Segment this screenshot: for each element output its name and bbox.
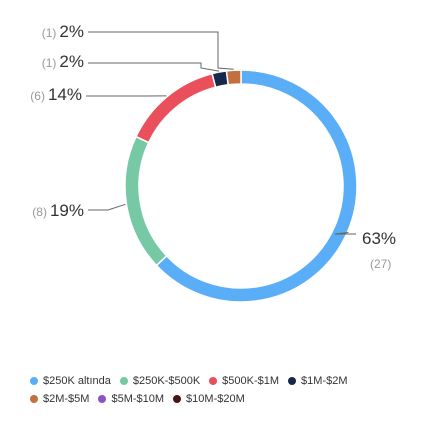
chart-legend: $250K altında $250K-$500K $500K-$1M $1M-$2M… xyxy=(30,372,440,408)
count-label-500k-1m: (6) xyxy=(30,89,45,103)
leader-line-1m-2m xyxy=(88,62,220,72)
legend-item-5m-10m[interactable]: $5M-$10M xyxy=(98,390,164,408)
legend-item-2m-5m[interactable]: $2M-$5M xyxy=(30,390,89,408)
legend-dot-icon xyxy=(173,395,182,403)
legend-label: $5M-$10M xyxy=(111,393,165,405)
legend-item-250k-500k[interactable]: $250K-$500K xyxy=(119,372,201,390)
leader-line-250k-500k xyxy=(88,203,126,211)
data-label-250k-alt-nda: 63% xyxy=(362,229,396,248)
leader-line-2m-5m xyxy=(88,31,234,70)
legend-label: $250K-$500K xyxy=(132,375,201,387)
legend-item-250k-alt-nda[interactable]: $250K altında xyxy=(30,372,111,390)
legend-dot-icon xyxy=(119,377,128,385)
legend-row: $250K altında $250K-$500K $500K-$1M $1M-$2M xyxy=(30,372,440,390)
count-label-250k-alt-nda: (27) xyxy=(370,257,391,271)
count-label-1m-2m: (1) xyxy=(42,56,57,70)
slice-250k-alt-nda[interactable] xyxy=(155,69,358,303)
legend-item-500k-1m[interactable]: $500K-$1M xyxy=(209,372,279,390)
slice-500k-1m[interactable] xyxy=(135,72,217,144)
legend-item-1m-2m[interactable]: $1M-$2M xyxy=(288,372,348,390)
legend-label: $250K altında xyxy=(43,375,111,387)
data-label-2m-5m: 2% xyxy=(59,22,84,41)
legend-dot-icon xyxy=(30,395,38,403)
legend-label: $500K-$1M xyxy=(222,375,280,387)
legend-item-10m-20m[interactable]: $10M-$20M xyxy=(173,390,245,408)
slice-1m-2m[interactable] xyxy=(211,70,230,89)
data-label-250k-500k: 19% xyxy=(50,201,84,220)
data-label-500k-1m: 14% xyxy=(48,85,82,104)
legend-dot-icon xyxy=(30,377,38,385)
slice-2m-5m[interactable] xyxy=(225,69,242,86)
slice-250k-500k[interactable] xyxy=(124,135,168,267)
legend-label: $10M-$20M xyxy=(186,393,245,405)
leader-line-250k-alt-nda xyxy=(334,231,356,235)
data-label-1m-2m: 2% xyxy=(59,52,84,71)
count-label-250k-500k: (8) xyxy=(32,205,47,219)
count-label-2m-5m: (1) xyxy=(42,26,57,40)
legend-dot-icon xyxy=(209,377,218,385)
legend-dot-icon xyxy=(288,377,297,385)
legend-label: $1M-$2M xyxy=(301,375,348,387)
legend-row: $2M-$5M $5M-$10M $10M-$20M xyxy=(30,390,440,408)
donut-chart: 63%(27)19%(8)14%(6)2%(1)2%(1) xyxy=(30,22,396,303)
legend-dot-icon xyxy=(98,395,107,403)
legend-label: $2M-$5M xyxy=(43,393,90,405)
